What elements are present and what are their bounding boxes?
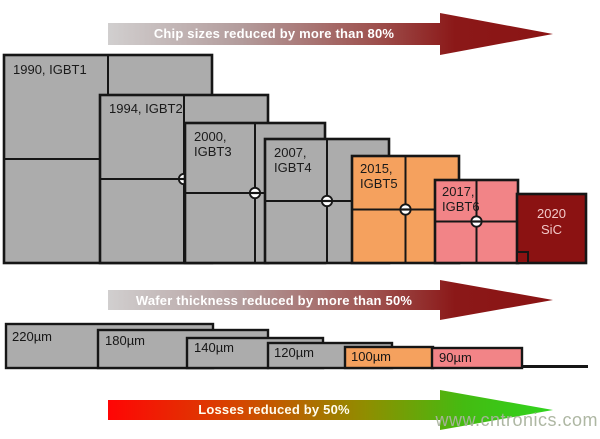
- wafer-thickness-arrow-shape: [108, 280, 553, 320]
- chip-label-sic: 2020 SiC: [537, 206, 566, 237]
- wafer-label-220um: 220µm: [12, 329, 53, 344]
- chip-square-sic: [515, 192, 588, 265]
- wafer-thin-sic-line: [522, 365, 588, 368]
- watermark-text: www.cntronics.com: [435, 410, 598, 430]
- wafer-label-120um: 120µm: [274, 345, 315, 360]
- chip-label-igbt1: 1990, IGBT1: [13, 62, 87, 77]
- losses-arrow-shape: [108, 390, 553, 430]
- wafer-thickness-arrow-caption: Wafer thickness reduced by more than 50%: [135, 293, 413, 308]
- chip-label-igbt5: 2015, IGBT5: [360, 161, 398, 191]
- sic-corner-notch: [516, 251, 529, 264]
- chip-sizes-arrow-caption: Chip sizes reduced by more than 80%: [153, 26, 395, 41]
- wafer-label-140um: 140µm: [194, 340, 235, 355]
- wafer-label-180um: 180µm: [105, 333, 146, 348]
- chip-label-igbt3: 2000, IGBT3: [194, 129, 232, 159]
- losses-arrow-caption: Losses reduced by 50%: [198, 402, 350, 417]
- chip-label-igbt6: 2017, IGBT6: [442, 184, 480, 214]
- chip-sizes-arrow-shape: [108, 13, 553, 55]
- wafer-bar-90µm: [430, 346, 524, 370]
- chip-label-igbt4: 2007, IGBT4: [274, 145, 312, 175]
- chip-label-igbt2: 1994, IGBT2: [109, 101, 183, 116]
- wafer-label-90um: 90µm: [439, 350, 472, 365]
- wafer-label-100um: 100µm: [351, 349, 392, 364]
